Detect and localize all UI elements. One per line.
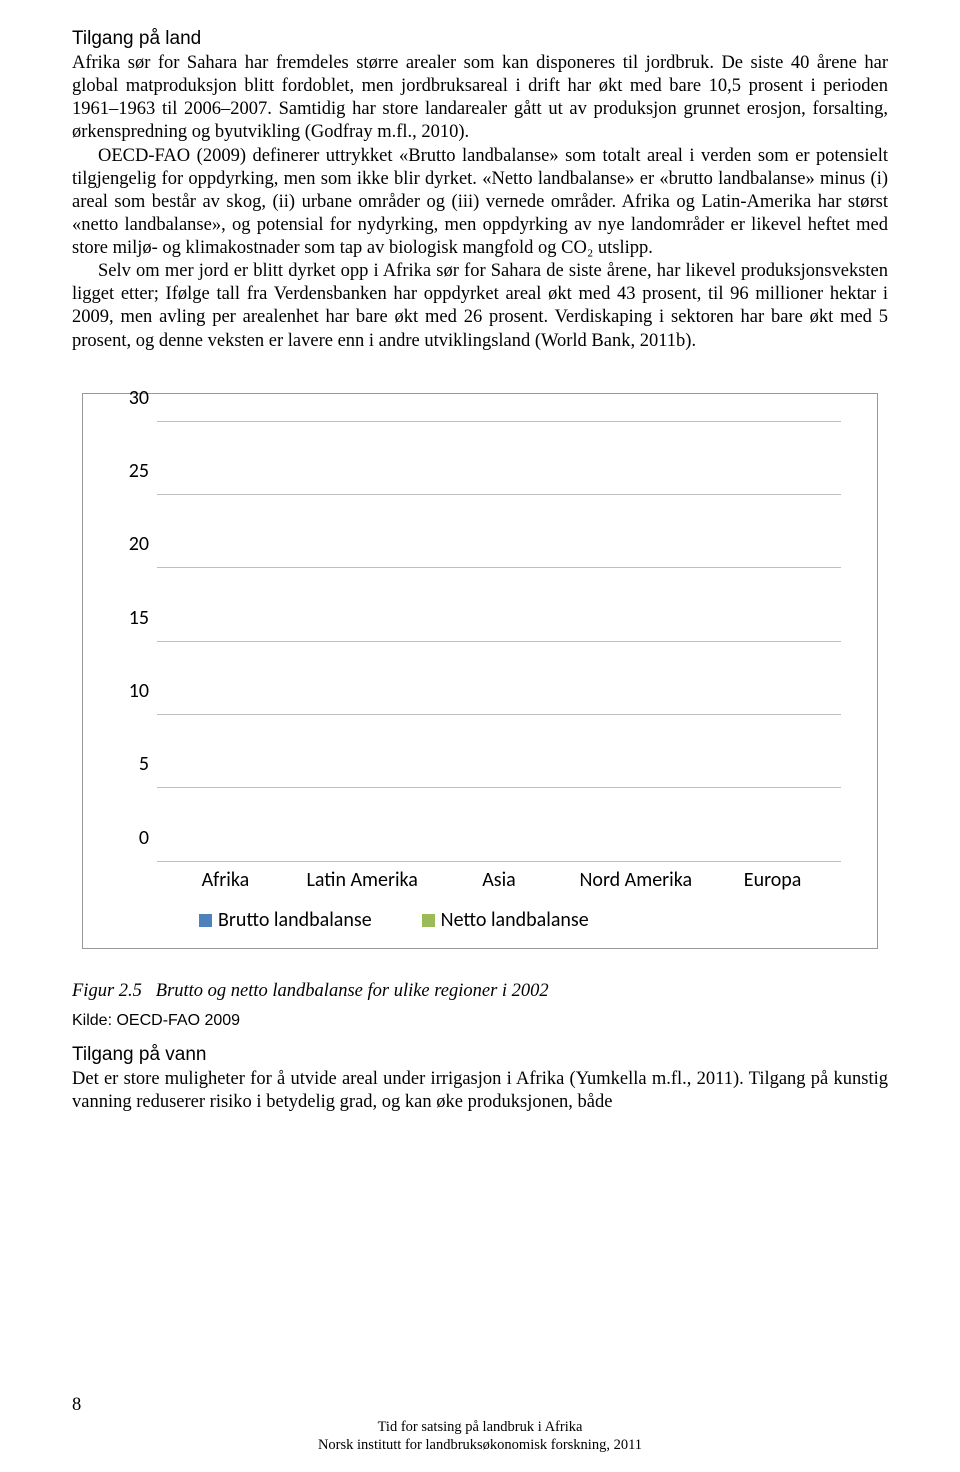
chart-xtick-label: Nord Amerika [576, 868, 696, 892]
chart-plot-area: 051015202530 [157, 422, 841, 862]
para4: Det er store muligheter for å utvide are… [72, 1068, 888, 1114]
chart-ytick-label: 10 [119, 679, 149, 703]
figure-caption: Figur 2.5 Brutto og netto landbalanse fo… [72, 981, 888, 1002]
chart-xtick-label: Europa [713, 868, 833, 892]
figure-caption-label: Figur 2.5 [72, 981, 142, 1001]
chart-legend-swatch [199, 914, 212, 927]
body-text-block-1: Afrika sør for Sahara har fremdeles stør… [72, 52, 888, 353]
section1-heading: Tilgang på land [72, 28, 888, 50]
chart-legend-item: Netto landbalanse [422, 908, 589, 932]
chart-inner: 051015202530 Afrika Latin Amerika Asia Nord… [82, 393, 878, 949]
para2: OECD-FAO (2009) definerer uttrykket «Bru… [72, 145, 888, 261]
para1: Afrika sør for Sahara har fremdeles stør… [72, 52, 888, 145]
chart-legend-item: Brutto landbalanse [199, 908, 372, 932]
chart-bars-row [157, 422, 841, 862]
chart-ytick-label: 30 [119, 386, 149, 410]
chart-xtick-label: Asia [439, 868, 559, 892]
footer-line2: Norsk institutt for landbruksøkonomisk f… [0, 1436, 960, 1454]
chart-ytick-label: 0 [119, 826, 149, 850]
chart-xtick-label: Afrika [165, 868, 285, 892]
chart-ytick-label: 5 [119, 752, 149, 776]
para3: Selv om mer jord er blitt dyrket opp i A… [72, 260, 888, 353]
chart-legend-swatch [422, 914, 435, 927]
chart-container: 051015202530 AfrikaLatin AmerikaAsiaNord… [72, 383, 888, 959]
chart-legend-label: Netto landbalanse [441, 908, 589, 932]
chart-ytick-label: 20 [119, 532, 149, 556]
chart-legend-label: Brutto landbalanse [218, 908, 372, 932]
figure-source: Kilde: OECD-FAO 2009 [72, 1012, 888, 1030]
body-text-block-2: Det er store muligheter for å utvide are… [72, 1068, 888, 1114]
figure-caption-text: Brutto og netto landbalanse for ulike re… [156, 981, 549, 1001]
page-footer: Tid for satsing på landbruk i Afrika Nor… [0, 1418, 960, 1454]
chart-legend: Brutto landbalanse Netto landbalanse [199, 908, 841, 932]
section2-heading: Tilgang på vann [72, 1044, 888, 1066]
chart-xtick-label: Latin Amerika [302, 868, 422, 892]
chart-x-labels: Afrika Latin Amerika Asia Nord Amerika Europ… [157, 868, 841, 892]
footer-line1: Tid for satsing på landbruk i Afrika [0, 1418, 960, 1436]
page-number: 8 [72, 1395, 81, 1416]
chart-ytick-label: 15 [119, 606, 149, 630]
chart-ytick-label: 25 [119, 459, 149, 483]
